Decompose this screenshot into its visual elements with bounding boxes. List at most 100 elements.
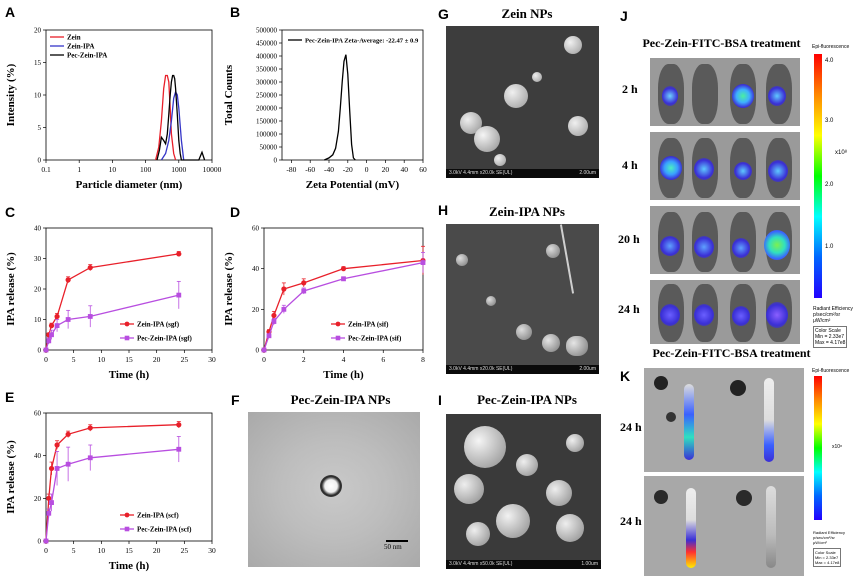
fluorescence-signal — [694, 236, 714, 258]
sem-info-bar: 3.0kV 4.4mm x20.0k SE(UL) 2.00um — [446, 169, 599, 178]
y-tick-label: 150000 — [256, 118, 278, 126]
fluorescence-signal — [732, 84, 754, 108]
y-tick-label: 20 — [34, 27, 42, 35]
time-label: 24 h — [620, 420, 642, 434]
sem-g-title: Zein NPs — [501, 6, 553, 21]
fluorescence-signal — [660, 304, 680, 326]
y-tick-label: 20 — [252, 306, 260, 314]
data-point — [87, 314, 93, 319]
x-tick-label: 0 — [44, 546, 48, 555]
sem-particle — [456, 254, 468, 266]
sem-particle — [504, 84, 528, 108]
data-point — [54, 466, 60, 471]
x-tick-label: 100 — [140, 165, 152, 174]
units-line: Radiant Efficiency — [813, 306, 853, 312]
panel-d: D 0 2 4 6 8 0 20 40 60 Time (h) IPA release (%) Zei… — [218, 200, 430, 390]
sem-image-h: 3.0kV 4.4mm x20.0k SE(UL) 2.00um — [446, 224, 599, 374]
y-tick-label: 400000 — [256, 53, 278, 61]
fluorescence-signal — [694, 158, 714, 180]
data-point — [65, 461, 71, 467]
y-axis-label: IPA release (%) — [223, 252, 235, 326]
sem-particle — [516, 324, 532, 340]
y-tick-label: 20 — [34, 495, 42, 503]
colorbar — [814, 54, 822, 298]
x-tick-label: 0.1 — [41, 165, 51, 174]
units-line: p/sec/cm²/sr — [813, 535, 835, 540]
sem-info-right: 1.00um — [581, 561, 598, 567]
x-tick-label: 0 — [262, 355, 266, 364]
y-tick-label: 10 — [34, 92, 42, 100]
color-scale-box: Color Scale Min = 2.33e7 Max = 4.17e8 — [813, 548, 842, 567]
data-point — [46, 338, 52, 344]
colorbar-exp: x10⁸ — [835, 150, 848, 156]
plot-frame — [45, 227, 213, 351]
y-tick-label: 0 — [274, 157, 278, 165]
series-line — [156, 74, 206, 161]
data-point — [54, 313, 60, 320]
sem-h-title: Zein-IPA NPs — [489, 204, 565, 219]
y-tick-label: 60 — [34, 410, 42, 418]
scale-line: Color Scale — [815, 328, 841, 334]
data-point — [176, 446, 182, 452]
sem-info-bar: 3.0kV 4.4mm x50.0k SE(UL) 1.00um — [446, 560, 601, 569]
time-label: 24 h — [618, 302, 640, 316]
units-line: μW/cm² — [813, 318, 831, 324]
sem-particle — [566, 434, 584, 452]
x-tick-label: 10 — [98, 546, 106, 555]
panel-i: I Pec-Zein-IPA NPs 3.0kV 4.4mm x50.0k SE… — [432, 392, 607, 577]
data-point — [420, 260, 426, 265]
panel-letter-e: E — [5, 389, 15, 405]
data-point — [46, 510, 52, 516]
y-tick-label: 50000 — [260, 144, 278, 152]
x-tick-label: 25 — [181, 355, 189, 364]
panel-letter-j: J — [620, 8, 628, 24]
chart-a: 0.1 1 10 100 1000 10000 0 5 10 15 20 Particle diame… — [5, 27, 222, 192]
data-point — [65, 431, 71, 437]
panel-letter-h: H — [438, 202, 449, 218]
legend-label: Zein-IPA (sif) — [348, 321, 389, 329]
intestine — [766, 486, 776, 568]
y-tick-label: 60 — [252, 225, 260, 233]
time-label: 4 h — [622, 158, 638, 172]
colorbar-title: Epi-fluorescence — [812, 44, 850, 50]
x-tick-label: 10 — [98, 355, 106, 364]
y-tick-label: 30 — [34, 255, 42, 263]
x-tick-label: 10000 — [203, 165, 222, 174]
sem-info-left: 3.0kV 4.4mm x20.0k SE(UL) — [449, 366, 513, 372]
data-point — [261, 347, 267, 353]
x-tick-label: 40 — [400, 165, 408, 174]
panel-b: B -80 -60 -40 -20 0 20 40 60 0 50000 100000 150000 2… — [218, 0, 430, 196]
legend-label: Pec-Zein-IPA — [67, 52, 107, 60]
data-point — [87, 425, 93, 431]
x-axis-label: Time (h) — [109, 369, 150, 381]
data-point — [271, 312, 277, 319]
data-point — [301, 288, 307, 294]
chart-e: 0 5 10 15 20 25 30 0 20 40 60 Time (h) IPA release (… — [5, 410, 216, 573]
units-label: Radiant Efficiency p/sec/cm²/sr μW/cm² — [813, 530, 845, 545]
colorbar-tick: 3.0 — [825, 118, 834, 124]
y-tick-label: 40 — [34, 452, 42, 460]
ivis-image-20h — [650, 206, 800, 274]
series-line — [160, 90, 185, 161]
legend-marker — [124, 512, 130, 518]
legend-marker — [124, 526, 130, 532]
fluorescence-signal — [662, 86, 678, 106]
x-tick-label: 15 — [125, 355, 133, 364]
y-tick-label: 0 — [38, 347, 42, 355]
sem-particle — [568, 116, 588, 136]
organ — [736, 490, 752, 506]
units-line: Radiant Efficiency — [813, 530, 845, 535]
panel-j: J Pec-Zein-FITC-BSA treatment 2 h 4 h 20… — [610, 0, 865, 348]
scale-line: Max = 4.17e8 — [815, 560, 840, 565]
fluorescence-signal — [734, 162, 752, 180]
y-tick-label: 15 — [34, 59, 42, 67]
chart-b: -80 -60 -40 -20 0 20 40 60 0 50000 100000 150000 200… — [223, 27, 427, 192]
panel-h: H Zein-IPA NPs 3.0kV 4.4mm x20.0k SE(UL)… — [432, 196, 602, 391]
legend-label: Pec-Zein-IPA (sgf) — [137, 335, 193, 343]
panel-letter-g: G — [438, 6, 449, 22]
data-point — [271, 319, 277, 324]
y-tick-label: 350000 — [256, 66, 278, 74]
sem-particle — [564, 36, 582, 54]
x-tick-label: 8 — [421, 355, 425, 364]
scale-line: Min = 2.33e7 — [815, 555, 839, 560]
